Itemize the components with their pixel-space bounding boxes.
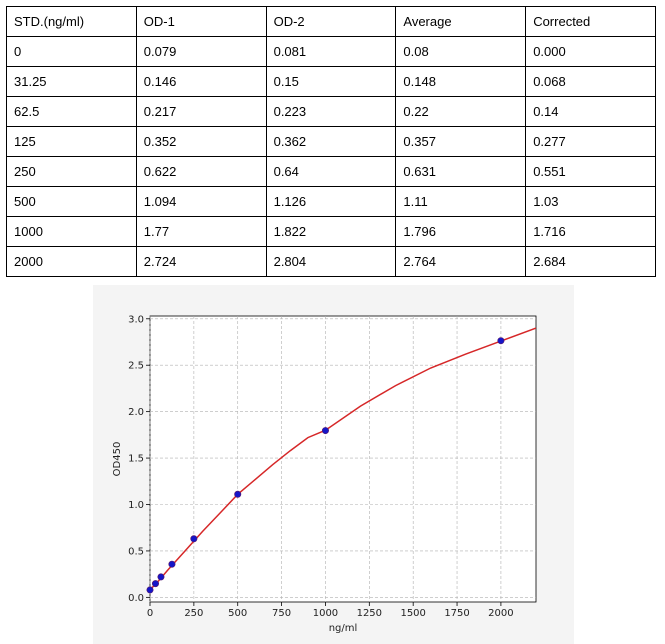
x-tick-label: 0 [147, 608, 153, 619]
x-tick-label: 1750 [444, 608, 469, 619]
table-cell: 0.08 [395, 36, 527, 67]
table-row: 31.25 0.146 0.15 0.148 0.068 [6, 66, 656, 97]
table-cell: 62.5 [6, 96, 137, 127]
x-tick-label: 2000 [488, 608, 513, 619]
table-row: 125 0.352 0.362 0.357 0.277 [6, 126, 656, 157]
table-cell: 1.094 [135, 186, 267, 217]
data-point [146, 586, 154, 594]
table-cell: 0.64 [265, 156, 397, 187]
table-cell: 0.000 [525, 36, 656, 67]
table-cell: 0.631 [395, 156, 527, 187]
table-cell: 0.622 [135, 156, 267, 187]
table-cell: 125 [6, 126, 137, 157]
table-cell: 1.11 [395, 186, 527, 217]
table-cell: 0.223 [265, 96, 397, 127]
y-tick-label: 2.5 [128, 361, 144, 372]
table-cell: 1.716 [525, 216, 656, 247]
x-tick-label: 1000 [313, 608, 338, 619]
y-axis-title: OD450 [112, 442, 123, 477]
table-cell: 1.822 [265, 216, 397, 247]
data-point [157, 573, 165, 581]
table-body: 0 0.079 0.081 0.08 0.000 31.25 0.146 0.15 0.148 0… [6, 36, 656, 277]
table-cell: 0.068 [525, 66, 656, 97]
tick-layer: 0 250 500 750 1000 1250 1500 1750 2000 0.0 0.5 1.0 1… [128, 314, 514, 619]
data-point [321, 427, 329, 435]
table-cell: 0.357 [395, 126, 527, 157]
x-tick-label: 1500 [400, 608, 425, 619]
table-cell: 0.277 [525, 126, 656, 157]
standard-data-table: STD.(ng/ml) OD-1 OD-2 Average Corrected … [6, 6, 656, 277]
table-cell: 250 [6, 156, 137, 187]
y-tick-label: 0.5 [128, 546, 144, 557]
table-cell: 2.684 [525, 246, 656, 277]
table-cell: 0.081 [265, 36, 397, 67]
gridlines [149, 316, 536, 602]
table-cell: 0.148 [395, 66, 527, 97]
table-cell: 0.352 [135, 126, 267, 157]
table-row: 500 1.094 1.126 1.11 1.03 [6, 186, 656, 217]
table-cell: 1.796 [395, 216, 527, 247]
table-cell: 2.724 [135, 246, 267, 277]
x-axis-title: ng/ml [329, 623, 358, 634]
table-cell: 1000 [6, 216, 137, 247]
data-point [151, 580, 159, 588]
x-tick-label: 500 [228, 608, 247, 619]
y-tick-label: 1.0 [128, 500, 144, 511]
x-tick-label: 750 [272, 608, 291, 619]
x-tick-label: 250 [184, 608, 203, 619]
y-tick-label: 1.5 [128, 454, 144, 465]
table-cell: 2000 [6, 246, 137, 277]
table-cell: 0.146 [135, 66, 267, 97]
table-cell: 0.079 [135, 36, 267, 67]
table-row: 0 0.079 0.081 0.08 0.000 [6, 36, 656, 67]
header-corrected: Corrected [525, 6, 656, 37]
table-cell: 1.03 [525, 186, 656, 217]
table-cell: 500 [6, 186, 137, 217]
table-cell: 0.217 [135, 96, 267, 127]
table-header-row: STD.(ng/ml) OD-1 OD-2 Average Corrected [6, 6, 656, 37]
data-point [190, 535, 198, 543]
series-layer [146, 327, 536, 594]
y-tick-label: 2.0 [128, 407, 144, 418]
table-cell: 0.362 [265, 126, 397, 157]
y-tick-label: 0.0 [128, 593, 144, 604]
table-row: 2000 2.724 2.804 2.764 2.684 [6, 246, 656, 277]
table-cell: 1.126 [265, 186, 397, 217]
header-od1: OD-1 [135, 6, 267, 37]
table-cell: 2.804 [265, 246, 397, 277]
table-cell: 0.15 [265, 66, 397, 97]
table-cell: 1.77 [135, 216, 267, 247]
standard-curve-panel: 0 250 500 750 1000 1250 1500 1750 2000 0.0 0.5 1.0 1… [93, 285, 574, 644]
table-cell: 0.551 [525, 156, 656, 187]
table-cell: 0.22 [395, 96, 527, 127]
table-row: 1000 1.77 1.822 1.796 1.716 [6, 216, 656, 247]
table-row: 250 0.622 0.64 0.631 0.551 [6, 156, 656, 187]
table-cell: 0 [6, 36, 137, 67]
header-std: STD.(ng/ml) [6, 6, 137, 37]
data-point [168, 560, 176, 568]
plot-area [149, 315, 537, 603]
y-tick-label: 3.0 [128, 314, 144, 325]
data-point [497, 337, 505, 345]
table-cell: 31.25 [6, 66, 137, 97]
table-cell: 2.764 [395, 246, 527, 277]
table-row: 62.5 0.217 0.223 0.22 0.14 [6, 96, 656, 127]
header-average: Average [395, 6, 527, 37]
x-tick-label: 1250 [357, 608, 382, 619]
data-point [234, 490, 242, 498]
fit-curve-line [150, 327, 536, 591]
standard-curve-chart: 0 250 500 750 1000 1250 1500 1750 2000 0.0 0.5 1.0 1… [112, 314, 537, 634]
table-cell: 0.14 [525, 96, 656, 127]
header-od2: OD-2 [265, 6, 397, 37]
